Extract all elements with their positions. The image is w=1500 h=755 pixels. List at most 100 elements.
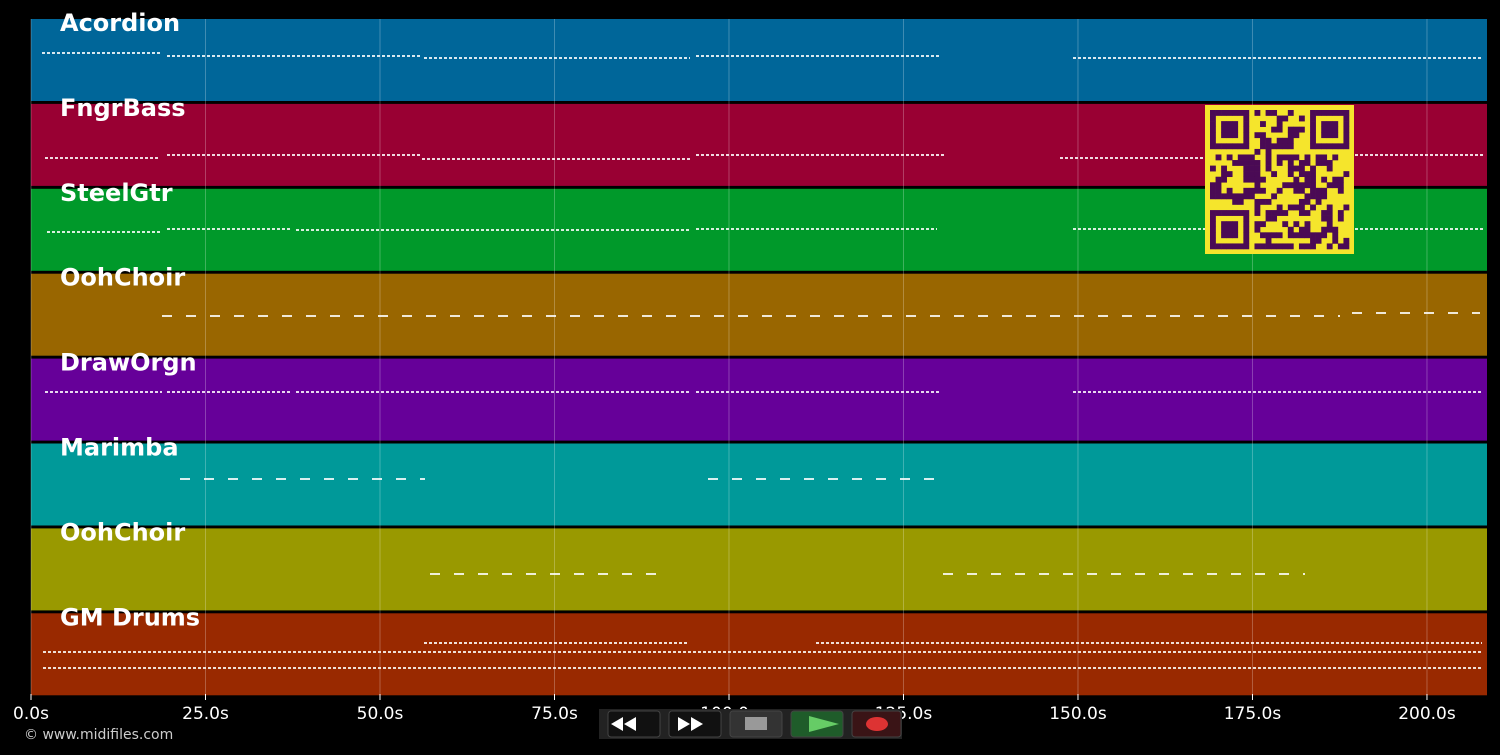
track-lane bbox=[31, 358, 1487, 441]
qr-module bbox=[1315, 160, 1322, 166]
qr-module bbox=[1215, 154, 1222, 161]
qr-module bbox=[1248, 160, 1255, 166]
qr-module bbox=[1226, 226, 1233, 233]
qr-module bbox=[1215, 182, 1222, 189]
qr-module bbox=[1221, 243, 1227, 250]
qr-module bbox=[1337, 187, 1344, 194]
qr-module bbox=[1210, 132, 1216, 139]
qr-module bbox=[1343, 132, 1350, 139]
qr-module bbox=[1293, 204, 1300, 211]
qr-module bbox=[1254, 176, 1261, 183]
qr-module bbox=[1271, 193, 1278, 200]
qr-module bbox=[1293, 187, 1300, 194]
qr-module bbox=[1287, 232, 1294, 239]
qr-module bbox=[1248, 165, 1255, 172]
qr-module bbox=[1304, 193, 1311, 200]
qr-module bbox=[1221, 221, 1227, 228]
track-lane bbox=[31, 273, 1487, 356]
qr-module bbox=[1232, 198, 1239, 205]
x-tick-label: 75.0s bbox=[531, 704, 578, 724]
qr-module bbox=[1276, 243, 1283, 250]
qr-module bbox=[1243, 165, 1250, 172]
qr-module bbox=[1237, 154, 1244, 161]
track-lane bbox=[31, 528, 1487, 611]
qr-module bbox=[1326, 226, 1333, 233]
qr-module bbox=[1215, 143, 1222, 150]
qr-module bbox=[1265, 154, 1272, 161]
qr-module bbox=[1243, 171, 1250, 178]
qr-module bbox=[1276, 210, 1283, 216]
qr-module bbox=[1321, 232, 1328, 239]
qr-module bbox=[1276, 154, 1283, 161]
qr-module bbox=[1210, 137, 1216, 144]
qr-module bbox=[1226, 110, 1233, 116]
qr-module bbox=[1276, 126, 1283, 133]
qr-module bbox=[1254, 204, 1261, 211]
forward-button[interactable] bbox=[668, 710, 722, 738]
qr-module bbox=[1298, 243, 1305, 250]
qr-module bbox=[1226, 193, 1233, 200]
qr-module bbox=[1310, 126, 1316, 133]
qr-module bbox=[1210, 237, 1216, 244]
play-button[interactable] bbox=[790, 710, 844, 738]
qr-module bbox=[1260, 121, 1266, 127]
qr-module bbox=[1321, 215, 1328, 222]
qr-module bbox=[1310, 132, 1316, 139]
qr-module bbox=[1265, 148, 1272, 155]
qr-module bbox=[1321, 121, 1328, 127]
qr-module bbox=[1260, 137, 1266, 144]
qr-module bbox=[1237, 210, 1244, 216]
x-tick-label: 175.0s bbox=[1224, 704, 1282, 724]
qr-module bbox=[1304, 171, 1311, 178]
qr-module bbox=[1232, 160, 1239, 166]
qr-module bbox=[1271, 171, 1278, 178]
qr-module bbox=[1254, 243, 1261, 250]
qr-module bbox=[1243, 137, 1250, 144]
qr-module bbox=[1243, 187, 1250, 194]
qr-module bbox=[1282, 137, 1289, 144]
qr-module bbox=[1232, 193, 1239, 200]
qr-module bbox=[1210, 110, 1216, 116]
qr-module bbox=[1298, 210, 1305, 216]
qr-module bbox=[1321, 143, 1328, 150]
stop-button[interactable] bbox=[729, 710, 783, 738]
qr-module bbox=[1221, 232, 1227, 239]
qr-module bbox=[1298, 165, 1305, 172]
qr-module bbox=[1343, 126, 1350, 133]
qr-module bbox=[1298, 226, 1305, 233]
qr-module bbox=[1298, 187, 1305, 194]
qr-module bbox=[1332, 132, 1339, 139]
qr-module bbox=[1226, 232, 1233, 239]
qr-module bbox=[1343, 243, 1350, 250]
qr-module bbox=[1210, 210, 1216, 216]
record-button[interactable] bbox=[851, 710, 902, 738]
qr-module bbox=[1215, 210, 1222, 216]
qr-module bbox=[1260, 187, 1266, 194]
qr-module bbox=[1232, 110, 1239, 116]
qr-module bbox=[1287, 154, 1294, 161]
qr-module bbox=[1271, 143, 1278, 150]
qr-module bbox=[1332, 232, 1339, 239]
qr-module bbox=[1332, 226, 1339, 233]
qr-module bbox=[1304, 160, 1311, 166]
qr-module bbox=[1315, 110, 1322, 116]
qr-module bbox=[1304, 226, 1311, 233]
qr-module bbox=[1243, 126, 1250, 133]
qr-module bbox=[1254, 187, 1261, 194]
qr-module bbox=[1226, 143, 1233, 150]
qr-module bbox=[1248, 187, 1255, 194]
qr-module bbox=[1237, 110, 1244, 116]
qr-module bbox=[1232, 232, 1239, 239]
qr-module bbox=[1287, 126, 1294, 133]
rewind-button[interactable] bbox=[607, 710, 661, 738]
qr-module bbox=[1237, 143, 1244, 150]
qr-module bbox=[1310, 204, 1316, 211]
x-tick-label: 50.0s bbox=[357, 704, 404, 724]
qr-module bbox=[1221, 165, 1227, 172]
qr-module bbox=[1298, 232, 1305, 239]
qr-module bbox=[1254, 210, 1261, 216]
qr-module bbox=[1298, 204, 1305, 211]
qr-module bbox=[1254, 226, 1261, 233]
qr-module bbox=[1315, 232, 1322, 239]
qr-module bbox=[1215, 176, 1222, 183]
